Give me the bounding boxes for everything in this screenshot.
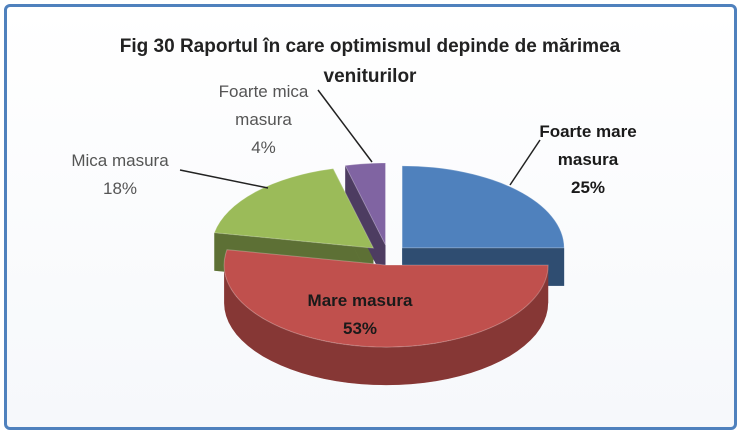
slice bbox=[223, 249, 549, 348]
slice bbox=[213, 168, 375, 249]
category-label: Mica masura bbox=[71, 151, 169, 170]
slice-side bbox=[345, 165, 386, 283]
leader-line bbox=[509, 139, 541, 186]
chart-title: Fig 30 Raportul în care optimismul depin… bbox=[119, 36, 621, 87]
leader-line bbox=[179, 169, 269, 189]
slice-wall bbox=[224, 265, 549, 386]
slice-wall-shade bbox=[224, 265, 549, 386]
slice bbox=[401, 165, 565, 249]
slice bbox=[344, 162, 386, 246]
category-label: Foarte mica masura bbox=[218, 82, 309, 129]
value-label: 25% bbox=[570, 178, 606, 197]
value-label: 4% bbox=[251, 138, 276, 157]
value-label: 18% bbox=[102, 179, 138, 198]
value-label: 53% bbox=[342, 319, 378, 338]
slice-side-shade bbox=[345, 165, 386, 283]
category-label: Foarte mare masura bbox=[539, 122, 637, 169]
leader-line bbox=[317, 89, 373, 163]
category-label: Mare masura bbox=[307, 291, 413, 310]
